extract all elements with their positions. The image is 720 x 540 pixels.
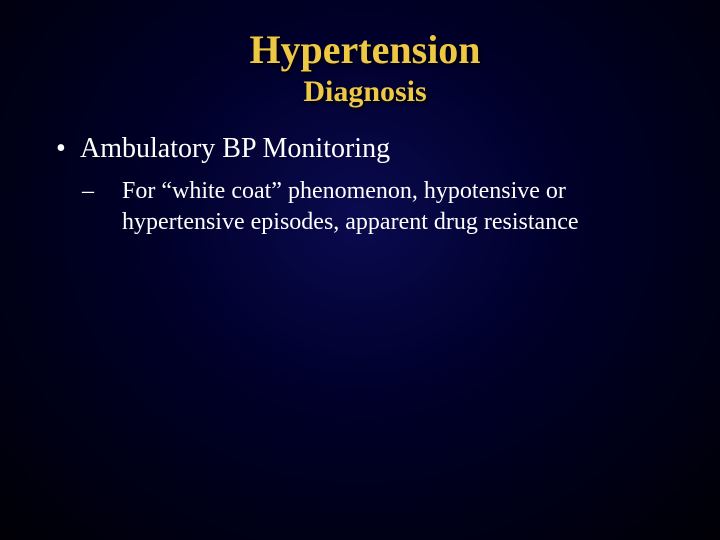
dash-marker-icon: – — [102, 176, 122, 207]
slide-container: Hypertension Diagnosis •Ambulatory BP Mo… — [0, 0, 720, 540]
bullet-text: Ambulatory BP Monitoring — [80, 133, 390, 164]
slide-title: Hypertension — [50, 26, 680, 73]
slide-subtitle: Diagnosis — [50, 75, 680, 109]
bullet-level2-0: –For “white coat” phenomenon, hypotensiv… — [102, 176, 680, 238]
bullet-text: For “white coat” phenomenon, hypotensive… — [122, 178, 579, 235]
bullet-marker-icon: • — [56, 131, 80, 166]
bullet-level1-0: •Ambulatory BP Monitoring — [56, 131, 680, 166]
